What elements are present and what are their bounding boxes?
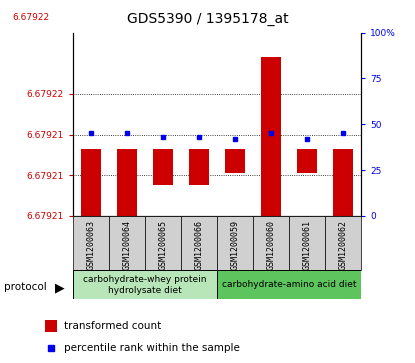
Text: transformed count: transformed count	[64, 321, 162, 331]
FancyBboxPatch shape	[109, 216, 145, 270]
Text: percentile rank within the sample: percentile rank within the sample	[64, 343, 240, 354]
Text: GSM1200063: GSM1200063	[86, 220, 95, 270]
Text: carbohydrate-whey protein
hydrolysate diet: carbohydrate-whey protein hydrolysate di…	[83, 275, 207, 295]
Bar	[261, 57, 281, 216]
Bar	[73, 270, 217, 299]
Text: GSM1200065: GSM1200065	[158, 220, 167, 270]
FancyBboxPatch shape	[181, 216, 217, 270]
Bar	[45, 320, 57, 333]
Text: GSM1200064: GSM1200064	[122, 220, 131, 270]
Bar	[225, 149, 245, 173]
FancyBboxPatch shape	[325, 216, 361, 270]
Text: 6.67922: 6.67922	[12, 13, 49, 22]
Bar	[333, 149, 353, 216]
Text: GSM1200066: GSM1200066	[194, 220, 203, 270]
Text: ▶: ▶	[55, 281, 65, 294]
Text: GSM1200059: GSM1200059	[230, 220, 239, 270]
FancyBboxPatch shape	[253, 216, 289, 270]
Text: protocol: protocol	[4, 282, 47, 293]
FancyBboxPatch shape	[73, 216, 109, 270]
Bar	[189, 149, 209, 185]
Bar	[81, 149, 100, 216]
FancyBboxPatch shape	[217, 216, 253, 270]
Text: carbohydrate-amino acid diet: carbohydrate-amino acid diet	[222, 281, 356, 289]
FancyBboxPatch shape	[289, 216, 325, 270]
Text: GSM1200060: GSM1200060	[266, 220, 276, 270]
FancyBboxPatch shape	[145, 216, 181, 270]
Bar	[217, 270, 361, 299]
Bar	[117, 149, 137, 216]
Bar	[153, 149, 173, 185]
Text: GSM1200062: GSM1200062	[339, 220, 347, 270]
Bar	[297, 149, 317, 173]
Text: GDS5390 / 1395178_at: GDS5390 / 1395178_at	[127, 12, 288, 26]
Text: GSM1200061: GSM1200061	[303, 220, 312, 270]
